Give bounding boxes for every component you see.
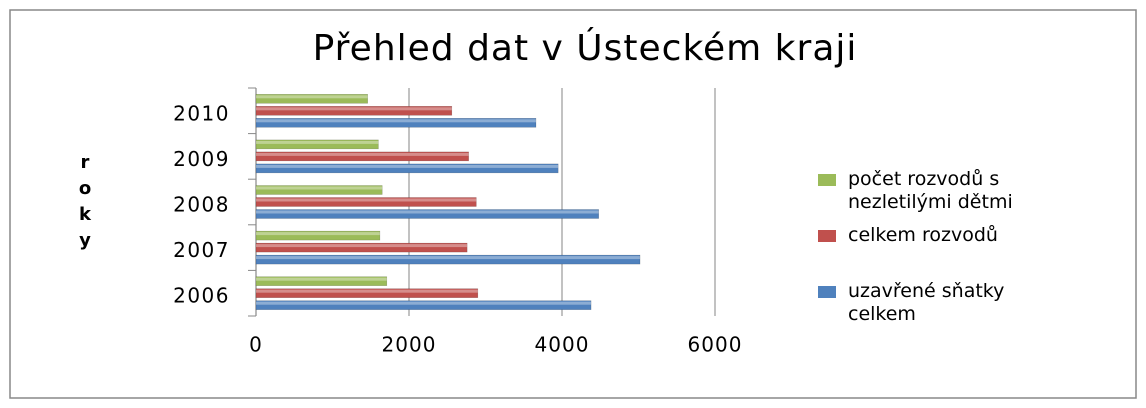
y-tick-label: 2008 bbox=[173, 193, 230, 217]
bar bbox=[255, 288, 479, 298]
x-tick-label: 4000 bbox=[535, 333, 590, 357]
bar-shine bbox=[256, 289, 478, 293]
bar bbox=[255, 276, 388, 286]
bar-shine bbox=[256, 256, 641, 260]
bar-shine bbox=[256, 198, 477, 202]
bar bbox=[255, 300, 592, 310]
legend-swatch bbox=[818, 286, 836, 298]
bar bbox=[255, 163, 559, 174]
y-axis-label: roky bbox=[78, 152, 92, 251]
bar-shine bbox=[256, 244, 468, 248]
bar bbox=[255, 185, 383, 195]
legend-label: počet rozvodů s nezletilými dětmi bbox=[848, 168, 1013, 213]
bar-shine bbox=[256, 119, 536, 123]
bar bbox=[255, 197, 477, 207]
chart-frame bbox=[9, 9, 1137, 399]
bar bbox=[255, 139, 379, 150]
bar-shine bbox=[256, 232, 380, 236]
bar bbox=[255, 94, 368, 104]
bar-shine bbox=[256, 210, 599, 214]
y-tick-label: 2009 bbox=[173, 147, 230, 171]
x-tick-label: 6000 bbox=[688, 333, 743, 357]
legend-swatch bbox=[818, 174, 836, 186]
bar bbox=[255, 230, 381, 241]
legend-label: celkem rozvodů bbox=[848, 224, 998, 246]
x-tick-label: 2000 bbox=[382, 333, 437, 357]
bar-shine bbox=[256, 164, 559, 168]
bar-shine bbox=[256, 95, 368, 99]
bar-shine bbox=[256, 152, 469, 156]
bar-shine bbox=[256, 186, 383, 190]
chart-title: Přehled dat v Ústeckém kraji bbox=[313, 27, 858, 69]
bar bbox=[255, 209, 599, 219]
bar bbox=[255, 106, 453, 116]
x-tick-label: 0 bbox=[249, 333, 263, 357]
bar bbox=[255, 118, 537, 128]
bar-shine bbox=[256, 140, 379, 144]
y-tick-label: 2006 bbox=[173, 284, 230, 308]
y-tick-label: 2010 bbox=[173, 101, 230, 125]
bar-shine bbox=[256, 277, 387, 281]
bar-shine bbox=[256, 301, 592, 305]
bar bbox=[255, 254, 641, 265]
legend-label: uzavřené sňatky celkem bbox=[848, 280, 1005, 325]
bar bbox=[255, 151, 469, 162]
legend-swatch bbox=[818, 230, 836, 242]
bar bbox=[255, 242, 468, 253]
bar-shine bbox=[256, 107, 452, 111]
y-tick-label: 2007 bbox=[173, 238, 230, 262]
